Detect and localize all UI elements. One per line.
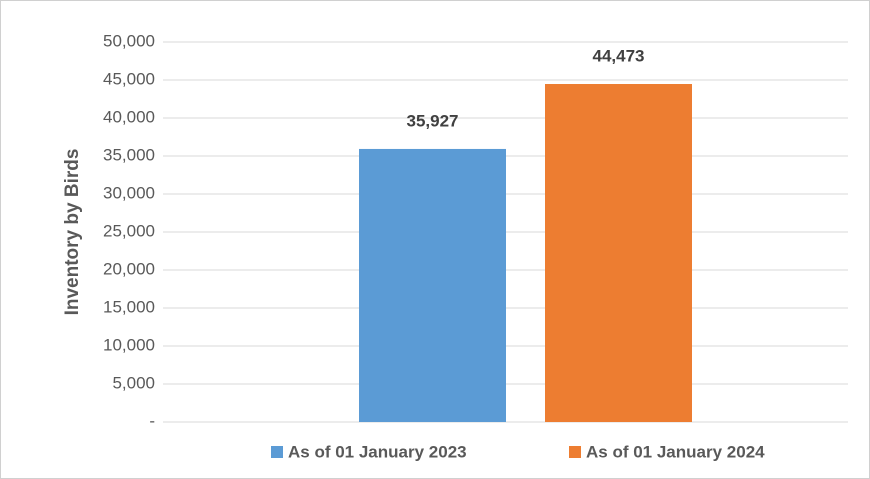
y-tick-label: 35,000 <box>103 145 155 164</box>
legend-swatch <box>271 446 283 458</box>
bar <box>359 148 506 422</box>
y-tick-label: 40,000 <box>103 107 155 126</box>
y-tick-label: 25,000 <box>103 221 155 240</box>
y-tick-label: 10,000 <box>103 335 155 354</box>
data-label: 44,473 <box>593 46 645 65</box>
legend-label: As of 01 January 2023 <box>288 442 467 461</box>
y-tick-label: 50,000 <box>103 31 155 50</box>
data-label: 35,927 <box>407 111 459 130</box>
legend-label: As of 01 January 2024 <box>586 442 765 461</box>
y-tick-label: 20,000 <box>103 259 155 278</box>
y-tick-label: 30,000 <box>103 183 155 202</box>
y-tick-label: 45,000 <box>103 69 155 88</box>
y-tick-label: 5,000 <box>112 373 155 392</box>
y-tick-label: - <box>149 411 155 430</box>
y-tick-label: 15,000 <box>103 297 155 316</box>
bar <box>545 84 692 423</box>
legend-swatch <box>569 446 581 458</box>
y-axis-title: Inventory by Birds <box>62 149 83 316</box>
